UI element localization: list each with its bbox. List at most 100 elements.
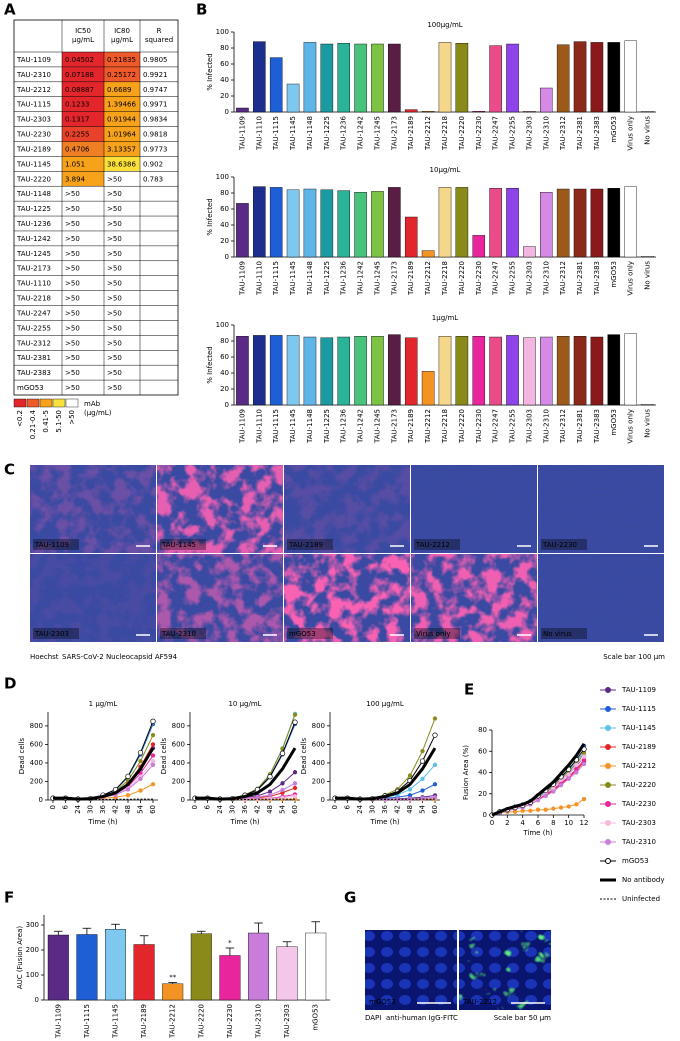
x-tick-label: 0 bbox=[490, 819, 494, 827]
table-cell: >50 bbox=[65, 205, 80, 213]
table-cell: 0.08887 bbox=[65, 86, 94, 94]
data-point bbox=[292, 770, 298, 775]
bar bbox=[556, 188, 570, 258]
label-bg bbox=[414, 628, 460, 639]
x-tick-label: TAU-1148 bbox=[306, 116, 314, 151]
table-header: IC80 bbox=[114, 27, 130, 35]
bar bbox=[354, 336, 367, 406]
bar bbox=[253, 186, 266, 258]
x-tick-label: 24 bbox=[356, 804, 364, 813]
table-cell: >50 bbox=[65, 235, 80, 243]
table-cell: TAU-2381 bbox=[16, 354, 51, 362]
bar bbox=[540, 191, 553, 258]
x-tick-label: 8 bbox=[551, 819, 555, 827]
table-cell: 0.9747 bbox=[143, 86, 168, 94]
x-tick-label: TAU-2230 bbox=[226, 1004, 234, 1039]
table-cell: 0.9834 bbox=[143, 116, 168, 124]
x-tick-label: TAU-1145 bbox=[289, 409, 297, 444]
y-axis-label: AUC (Fusion Area) bbox=[16, 926, 24, 989]
table-cell-fill bbox=[104, 156, 140, 172]
y-tick-label: 80 bbox=[478, 726, 487, 734]
data-point bbox=[255, 794, 260, 800]
table-cell: >50 bbox=[107, 295, 122, 303]
x-tick-label: TAU-2230 bbox=[475, 261, 483, 296]
table-cell: >50 bbox=[65, 250, 80, 258]
y-tick-label: 100 bbox=[216, 321, 229, 329]
bar bbox=[253, 41, 266, 113]
table-cell: 0.21835 bbox=[107, 56, 136, 64]
y-tick-label: 80 bbox=[220, 189, 229, 197]
data-point bbox=[150, 733, 156, 738]
y-tick-label: 600 bbox=[30, 740, 43, 748]
bar bbox=[540, 87, 553, 113]
bar bbox=[472, 336, 486, 406]
bar bbox=[489, 187, 502, 258]
table-cell: 0.25172 bbox=[107, 71, 136, 79]
bar bbox=[371, 191, 384, 258]
table-cell: 0.9805 bbox=[143, 56, 168, 64]
data-point bbox=[267, 792, 273, 798]
table-cell: TAU-2312 bbox=[16, 339, 51, 347]
image-label: mGO53 bbox=[369, 998, 396, 1006]
x-tick-label: TAU-2212 bbox=[424, 409, 432, 444]
image-label: TAU-2230 bbox=[542, 541, 577, 549]
data-point bbox=[432, 762, 438, 767]
stain-label: DAPI bbox=[365, 1014, 381, 1022]
image-label: TAU-2303 bbox=[34, 630, 69, 638]
panel-label: B bbox=[196, 1, 207, 19]
bar bbox=[607, 42, 621, 113]
image-label: TAU-2189 bbox=[288, 541, 323, 549]
y-axis-label: % Infected bbox=[206, 53, 214, 91]
x-tick-label: 54 bbox=[279, 804, 287, 813]
data-point bbox=[125, 787, 131, 792]
data-point bbox=[581, 796, 587, 802]
x-tick-label: TAU-2173 bbox=[390, 261, 398, 296]
x-tick-label: TAU-2218 bbox=[441, 261, 449, 296]
x-tick-label: TAU-1242 bbox=[357, 261, 365, 296]
bar bbox=[253, 335, 266, 406]
bar bbox=[303, 42, 317, 113]
series-line bbox=[53, 734, 154, 800]
bar bbox=[105, 929, 126, 1001]
table-cell: >50 bbox=[65, 339, 80, 347]
data-point bbox=[420, 748, 425, 754]
x-tick-label: TAU-1109 bbox=[54, 1004, 62, 1039]
chart-title: 10 µg/mL bbox=[228, 700, 261, 708]
data-point bbox=[574, 762, 579, 768]
table-cell: >50 bbox=[107, 250, 122, 258]
panel-label: G bbox=[344, 889, 356, 907]
y-tick-label: 100 bbox=[216, 28, 229, 36]
series-line bbox=[335, 747, 437, 801]
table-cell: 0.1317 bbox=[65, 116, 90, 124]
bar bbox=[489, 336, 502, 406]
x-tick-label: TAU-1109 bbox=[238, 116, 246, 151]
bar bbox=[556, 336, 570, 406]
data-point bbox=[280, 787, 285, 793]
data-point bbox=[432, 795, 438, 800]
data-point bbox=[292, 719, 298, 725]
y-axis-label: Fusion Area (%) bbox=[462, 745, 470, 800]
x-tick-label: 42 bbox=[254, 805, 262, 814]
legend-swatch bbox=[39, 398, 53, 408]
label-bg bbox=[160, 539, 206, 550]
table-cell: TAU-2218 bbox=[16, 295, 51, 303]
image-label: TAU-2212 bbox=[462, 998, 497, 1006]
x-tick-label: TAU-2189 bbox=[407, 409, 415, 444]
table-cell-fill bbox=[62, 66, 104, 82]
bar bbox=[133, 944, 155, 1001]
bar bbox=[286, 335, 300, 406]
x-axis-label: Time (h) bbox=[369, 818, 400, 826]
micrograph-infection bbox=[30, 554, 156, 642]
legend-label: Uninfected bbox=[622, 895, 660, 903]
chart-title: 1µg/mL bbox=[432, 314, 459, 322]
x-tick-label: TAU-1245 bbox=[373, 409, 381, 444]
x-tick-label: TAU-2383 bbox=[593, 261, 601, 296]
x-tick-label: mGO53 bbox=[610, 261, 618, 288]
bar bbox=[624, 333, 637, 406]
data-point bbox=[420, 776, 425, 782]
data-point bbox=[292, 794, 298, 799]
table-cell: 0.2255 bbox=[65, 131, 90, 139]
bar bbox=[47, 934, 69, 1001]
x-tick-label: 30 bbox=[369, 805, 377, 814]
x-tick-label: 54 bbox=[137, 804, 145, 813]
